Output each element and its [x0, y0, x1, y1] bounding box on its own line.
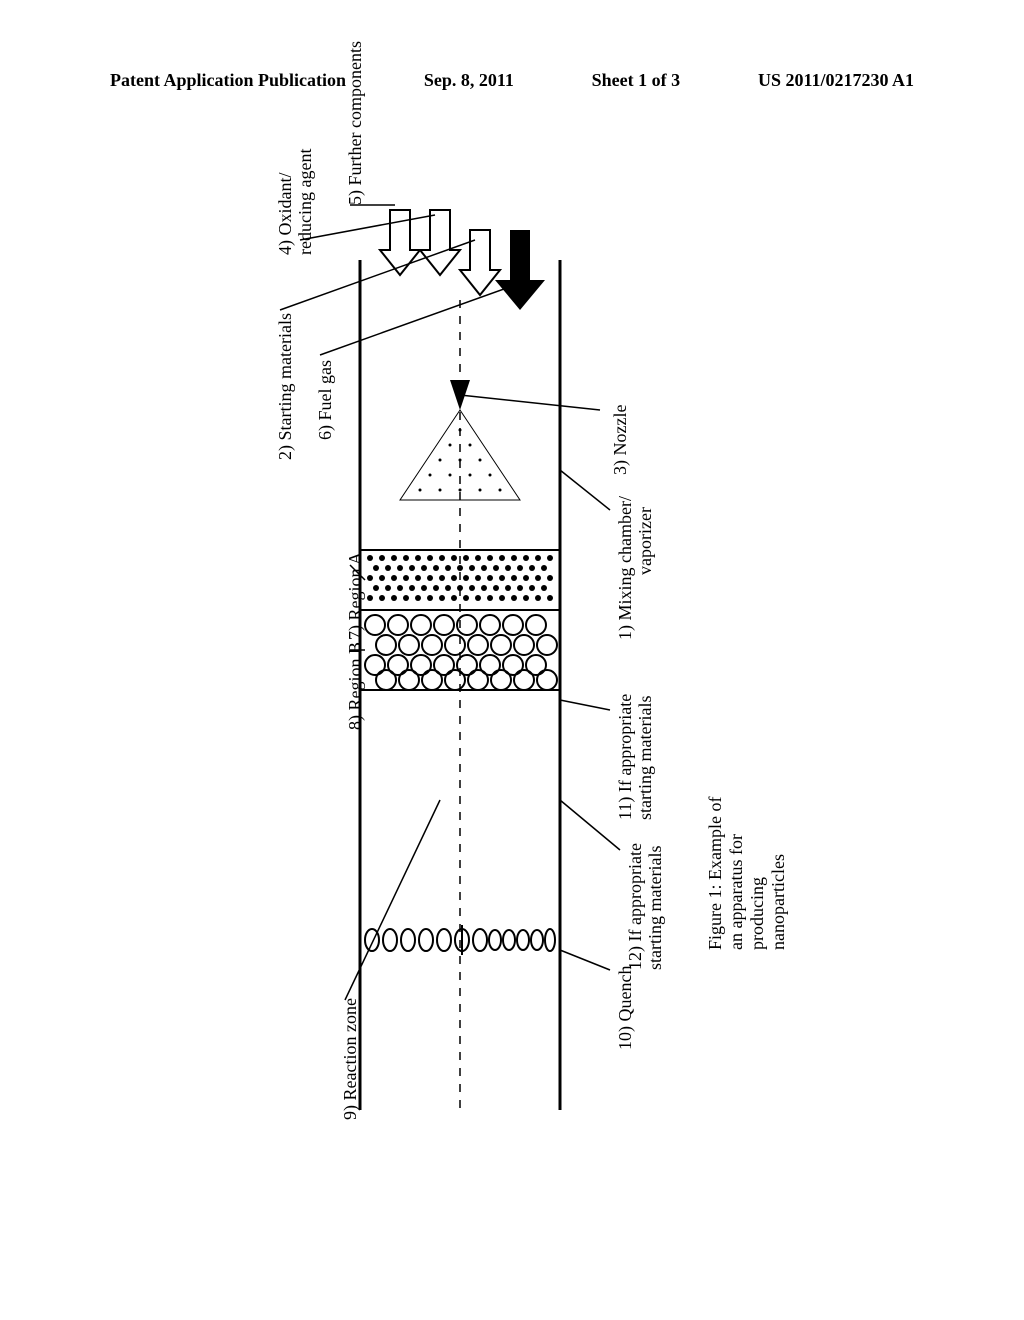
header-center: Sep. 8, 2011	[424, 70, 514, 91]
header-left: Patent Application Publication	[110, 70, 346, 91]
figure-caption: Figure 1: Example of an apparatus for pr…	[705, 785, 789, 950]
label-5: 5) Further components	[345, 41, 366, 205]
label-4b: reducing agent	[295, 149, 316, 255]
label-1b: vaporizer	[635, 507, 656, 575]
header-sheet: Sheet 1 of 3	[592, 70, 681, 91]
header-right: US 2011/0217230 A1	[758, 70, 914, 91]
apparatus-diagram	[120, 180, 870, 1130]
label-4a: 4) Oxidant/	[275, 173, 296, 256]
label-2: 2) Starting materials	[275, 313, 296, 460]
label-1a: 1) Mixing chamber/	[615, 496, 636, 640]
label-11a: 11) If appropriate	[615, 694, 636, 820]
label-3: 3) Nozzle	[610, 405, 631, 475]
label-8: 8) Region B	[345, 642, 366, 730]
label-9: 9) Reaction zone	[340, 998, 361, 1120]
diagram-container: 5) Further components 4) Oxidant/ reduci…	[120, 180, 870, 1130]
label-12b: starting materials	[645, 846, 666, 970]
label-6: 6) Fuel gas	[315, 360, 336, 440]
label-7: 7) Region A	[345, 552, 366, 640]
label-11b: starting materials	[635, 696, 656, 820]
label-12a: 12) If appropriate	[625, 843, 646, 970]
label-10: 10) Quench	[615, 966, 636, 1050]
